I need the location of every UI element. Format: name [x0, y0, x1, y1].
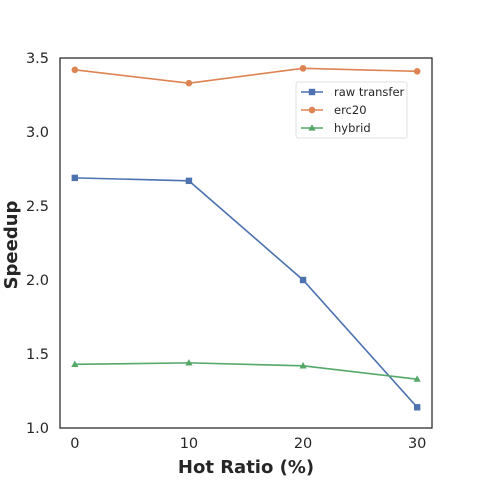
y-tick-label: 1.0 [26, 421, 49, 437]
y-tick-label: 2.5 [26, 199, 49, 215]
plot-data [71, 65, 421, 411]
series-line-hybrid [74, 362, 418, 380]
data-point-hybrid [413, 375, 421, 382]
legend-marker-hybrid [308, 124, 316, 131]
series-line-erc20 [74, 67, 418, 84]
x-axis-title: Hot Ratio (%) [178, 457, 314, 478]
y-axis-title: Speedup [1, 200, 22, 289]
y-tick-label: 2.0 [26, 273, 49, 289]
x-tick-label: 0 [70, 436, 79, 452]
y-tick-label: 3.5 [26, 51, 49, 67]
data-point-erc20 [71, 66, 79, 74]
data-point-erc20 [299, 65, 307, 72]
y-tick-label: 3.0 [26, 125, 49, 141]
legend-marker-raw-transfer [308, 88, 316, 96]
data-point-raw-transfer [185, 177, 193, 185]
legend-marker-erc20 [308, 106, 316, 114]
data-point-raw-transfer [413, 404, 421, 411]
data-point-hybrid [71, 360, 79, 367]
data-point-erc20 [185, 79, 193, 87]
data-point-hybrid [299, 362, 307, 369]
data-point-erc20 [413, 68, 421, 75]
x-tick-label: 20 [294, 436, 312, 452]
data-point-raw-transfer [299, 276, 307, 284]
series-line-raw-transfer [74, 177, 418, 408]
legend: raw transfer erc20 hybrid [295, 81, 408, 139]
legend-box [295, 81, 408, 139]
x-tick-label: 30 [408, 436, 426, 452]
y-tick-label: 1.5 [26, 347, 49, 363]
x-tick-label: 10 [180, 436, 198, 452]
plot-frame [59, 57, 433, 429]
legend-label-raw-transfer: raw transfer [334, 85, 405, 99]
legend-label-erc20: erc20 [334, 103, 367, 117]
axis-ticks: 0 10 20 30 1.0 1.5 2.0 2.5 3.0 3.5 [26, 51, 426, 452]
data-point-raw-transfer [71, 174, 79, 182]
legend-label-hybrid: hybrid [334, 121, 371, 135]
data-point-hybrid [185, 359, 193, 366]
